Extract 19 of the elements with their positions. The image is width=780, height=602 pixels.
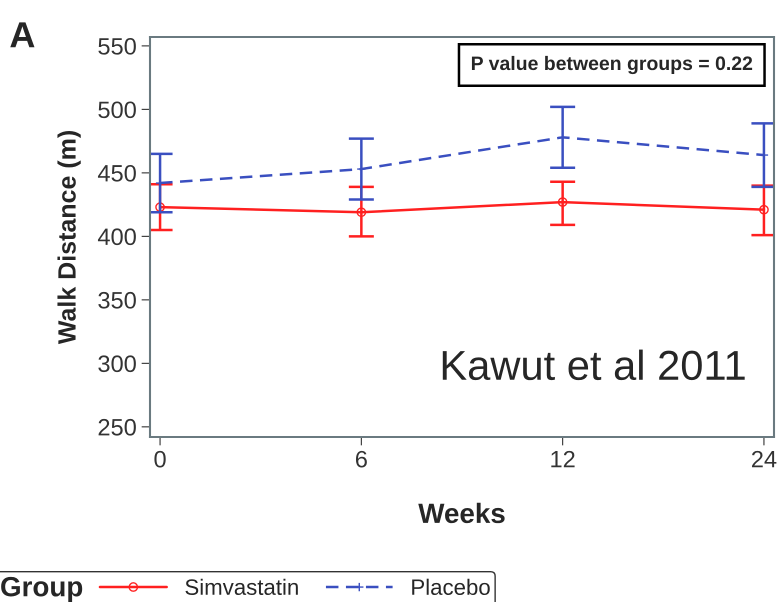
legend-title: Group [1, 576, 82, 602]
x-tick-label: 24 [752, 450, 776, 468]
x-tick-label: 6 [356, 450, 367, 468]
x-tick-label: 12 [551, 450, 575, 468]
x-tick-label: 0 [154, 450, 166, 468]
annotation: P value between groups = 0.22 [472, 56, 752, 74]
y-axis-title: Walk Distance (m) [57, 131, 81, 344]
legend-label: Placebo [412, 578, 490, 596]
legend-label: Simvastatin [185, 578, 298, 596]
annotation: Kawut et al 2011 [442, 350, 745, 380]
text: A [10, 22, 34, 48]
y-tick-label: 550 [98, 38, 136, 55]
y-tick-label: 250 [98, 418, 136, 436]
x-axis-title: Weeks [418, 502, 505, 524]
y-tick-label: 350 [98, 292, 136, 309]
y-tick-label: 450 [98, 164, 136, 182]
y-tick-label: 500 [98, 101, 136, 118]
y-tick-label: 300 [98, 355, 136, 372]
y-tick-label: 400 [98, 228, 136, 246]
